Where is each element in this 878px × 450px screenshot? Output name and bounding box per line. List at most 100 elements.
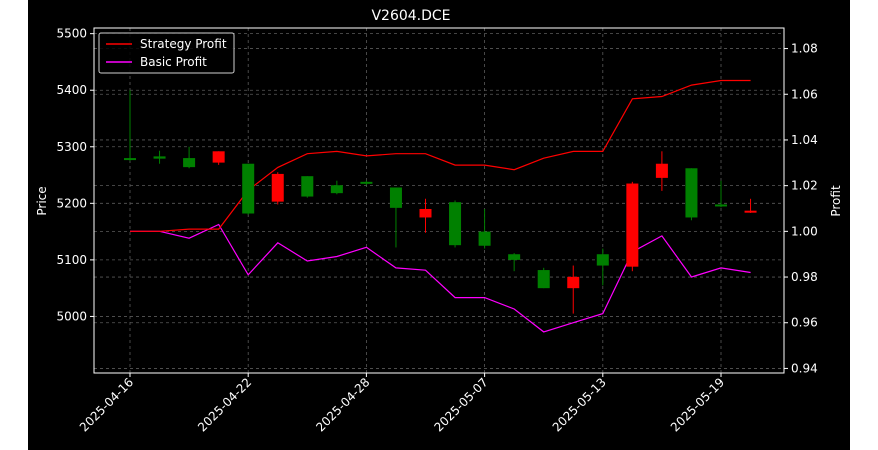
y-tick-left: 5200: [56, 196, 94, 210]
candle: [596, 248, 609, 286]
x-tick-label: 2025-05-13: [550, 375, 609, 434]
grid-lines: [94, 28, 784, 373]
candle-body: [389, 187, 402, 208]
chart-figure: 5000 5100 5200 5300 5400 5500 0.94 0.96 0.98 1.00…: [28, 0, 850, 450]
chart-title: V2604.DCE: [371, 8, 450, 24]
candle: [183, 146, 196, 169]
candle-body: [478, 231, 491, 246]
candle-body: [330, 185, 343, 194]
y-tick-right: 1.02: [784, 179, 818, 193]
candle-body: [626, 183, 639, 267]
x-tick: 2025-04-22: [195, 373, 254, 434]
y-tick-label-left: 5200: [56, 196, 87, 210]
y-tick-label-right: 0.94: [791, 361, 818, 375]
x-tick: 2025-04-28: [313, 373, 373, 434]
candle-body: [449, 202, 462, 246]
y-tick-right: 1.06: [784, 87, 818, 101]
y-tick-label-right: 1.06: [791, 87, 818, 101]
basic-profit-line: [130, 223, 751, 333]
candle-body: [242, 163, 255, 214]
y-tick-label-left: 5500: [56, 27, 87, 41]
candle: [478, 208, 491, 249]
candle-body: [508, 254, 521, 260]
legend-box: [98, 32, 235, 74]
basic-profit-layer: [130, 223, 751, 333]
candle-body: [212, 151, 225, 163]
y-tick-label-left: 5400: [56, 83, 87, 97]
y-tick-left: 5300: [56, 140, 94, 154]
candle-body: [153, 156, 166, 159]
plot-frame: [93, 27, 785, 374]
y-tick-right: 0.98: [784, 270, 818, 284]
y-tick-label-right: 1.04: [791, 133, 818, 147]
y-tick-label-left: 5100: [56, 253, 87, 267]
y-tick-left: 5400: [56, 83, 94, 97]
candle-body: [567, 276, 580, 289]
strategy-profit-line: [130, 79, 751, 232]
x-tick: 2025-05-07: [432, 373, 491, 434]
candle: [360, 180, 373, 186]
x-tick-label: 2025-04-16: [77, 375, 136, 434]
candle-body: [655, 163, 668, 178]
y-tick-right: 1.08: [784, 42, 818, 56]
x-tick: 2025-04-16: [77, 373, 136, 434]
legend-strategy-label: Strategy Profit: [140, 37, 227, 51]
candle-body: [537, 270, 550, 289]
legend: Strategy Profit Basic Profit: [98, 32, 235, 74]
candle: [124, 90, 136, 161]
candle: [715, 180, 727, 208]
x-tick-label: 2025-04-28: [313, 375, 372, 434]
candle-body: [596, 254, 609, 266]
candle-body: [419, 208, 432, 218]
y-tick-left: 5500: [56, 27, 94, 41]
x-tick: 2025-05-19: [668, 373, 727, 434]
y-tick-left: 5000: [56, 309, 94, 323]
candle: [744, 198, 757, 213]
candle: [301, 176, 314, 198]
y-tick-label-right: 1.08: [791, 42, 818, 56]
y-tick-label-left: 5000: [56, 309, 87, 323]
y-tick-right: 0.94: [784, 361, 818, 375]
candle: [419, 198, 432, 233]
candle-body: [301, 176, 314, 197]
y-tick-label-right: 0.96: [791, 316, 818, 330]
candle: [242, 163, 255, 215]
x-tick: 2025-05-13: [550, 373, 609, 434]
y-tick-label-right: 1.02: [791, 179, 818, 193]
chart-svg: 5000 5100 5200 5300 5400 5500 0.94 0.96 0.98 1.00…: [35, 8, 843, 434]
strategy-profit-layer: [130, 79, 751, 232]
x-tick-label: 2025-04-22: [195, 375, 254, 434]
candle-body: [744, 210, 757, 213]
candle: [330, 180, 343, 195]
y-tick-label-right: 0.98: [791, 270, 818, 284]
candle: [153, 150, 166, 164]
y-tick-left: 5100: [56, 253, 94, 267]
candle: [567, 265, 580, 314]
candle-body: [715, 204, 727, 207]
y-tick-label-right: 1.00: [791, 224, 818, 238]
candle: [626, 181, 639, 272]
candle-body: [271, 173, 284, 202]
legend-basic-label: Basic Profit: [140, 55, 207, 69]
candle-body: [183, 158, 196, 168]
candle-body: [360, 181, 373, 184]
candle: [537, 267, 550, 289]
y-tick-label-left: 5300: [56, 140, 87, 154]
candle-body: [685, 168, 698, 218]
candle: [389, 187, 402, 248]
candle-body: [124, 158, 136, 161]
candle: [655, 151, 668, 191]
y-tick-right: 0.96: [784, 316, 818, 330]
x-tick-label: 2025-05-07: [432, 375, 491, 434]
y-axis-label-left: Price: [35, 186, 49, 215]
y-axis-label-right: Profit: [829, 185, 843, 217]
x-tick-label: 2025-05-19: [668, 375, 727, 434]
candle: [685, 168, 698, 221]
candle: [212, 151, 225, 165]
y-tick-right: 1.04: [784, 133, 818, 147]
y-tick-right: 1.00: [784, 224, 818, 238]
candle: [508, 253, 521, 272]
candle: [271, 172, 284, 205]
candle: [449, 200, 462, 248]
candlestick-layer: [124, 90, 757, 314]
